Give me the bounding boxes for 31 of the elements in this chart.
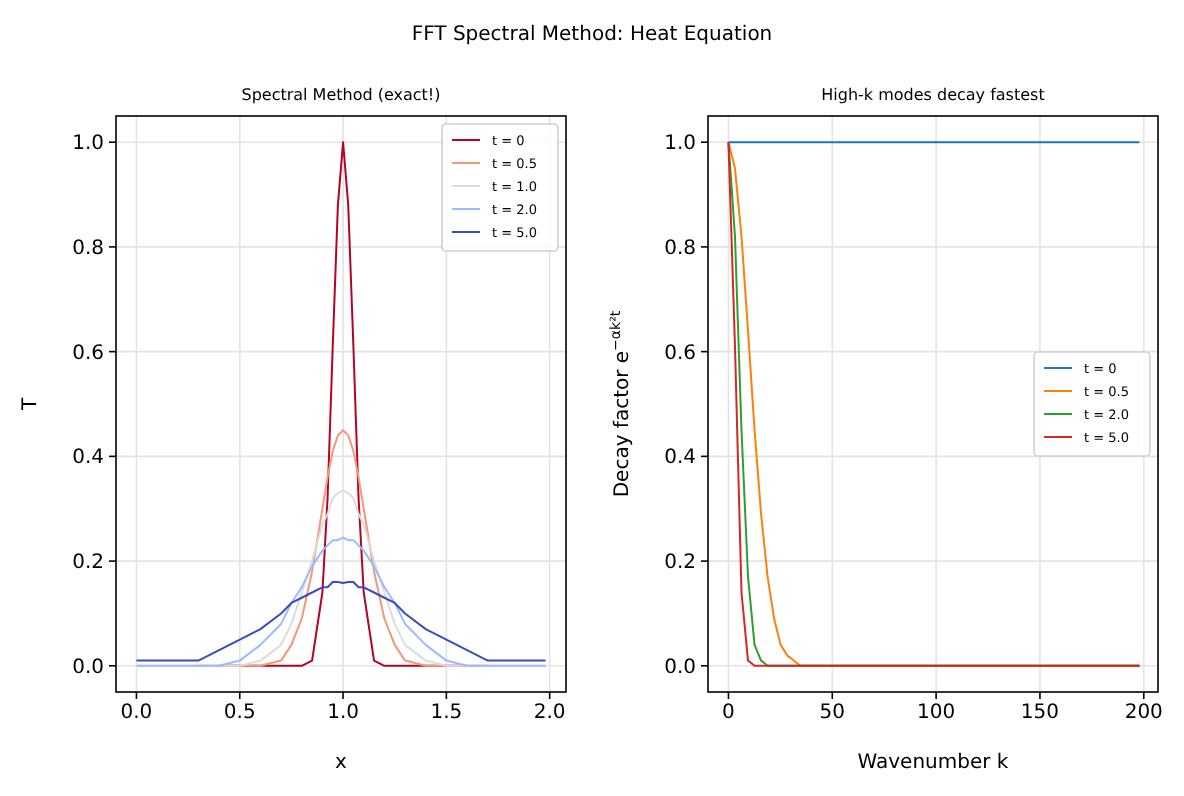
- x-tick-label: 2.0: [533, 702, 566, 724]
- y-tick-label: 1.0: [72, 133, 104, 156]
- y-tick-label: 0.0: [664, 656, 696, 679]
- x-tick-label: 150: [1020, 702, 1060, 724]
- y-axis-title: T: [20, 396, 42, 413]
- y-tick-label: 0.6: [664, 342, 696, 365]
- x-axis-title: x: [335, 752, 348, 774]
- x-tick-label: 100: [917, 702, 956, 724]
- chart-title: High-k modes decay fastest: [821, 86, 1045, 104]
- x-tick-label: 1.0: [327, 702, 359, 724]
- x-tick-label: 50: [819, 702, 846, 724]
- y-tick-label: 1.0: [664, 133, 696, 156]
- x-axis-title: Wavenumber k: [857, 752, 1009, 774]
- y-tick-label: 0.0: [72, 656, 104, 679]
- y-tick-label: 0.8: [72, 237, 104, 260]
- line-series: [135, 581, 547, 662]
- chart-subtitle: Spectral Method (exact!): [241, 86, 441, 104]
- y-tick-label: 0.8: [664, 237, 696, 260]
- y-tick-label: 0.2: [664, 552, 696, 575]
- chart-title: FFT Spectral Method: Heat Equation: [411, 24, 773, 46]
- line-series: [727, 141, 1141, 667]
- x-tick-label: 0: [722, 702, 735, 724]
- x-tick-label: 0.5: [223, 702, 256, 724]
- y-tick-label: 0.6: [72, 342, 104, 365]
- y-tick-label: 0.4: [72, 447, 104, 470]
- x-tick-label: 200: [1124, 702, 1163, 724]
- y-tick-label: 0.2: [72, 552, 104, 575]
- line-series: [135, 536, 547, 667]
- y-tick-label: 0.4: [664, 447, 696, 470]
- x-tick-label: 0.0: [120, 702, 153, 724]
- x-tick-label: 1.5: [430, 702, 463, 724]
